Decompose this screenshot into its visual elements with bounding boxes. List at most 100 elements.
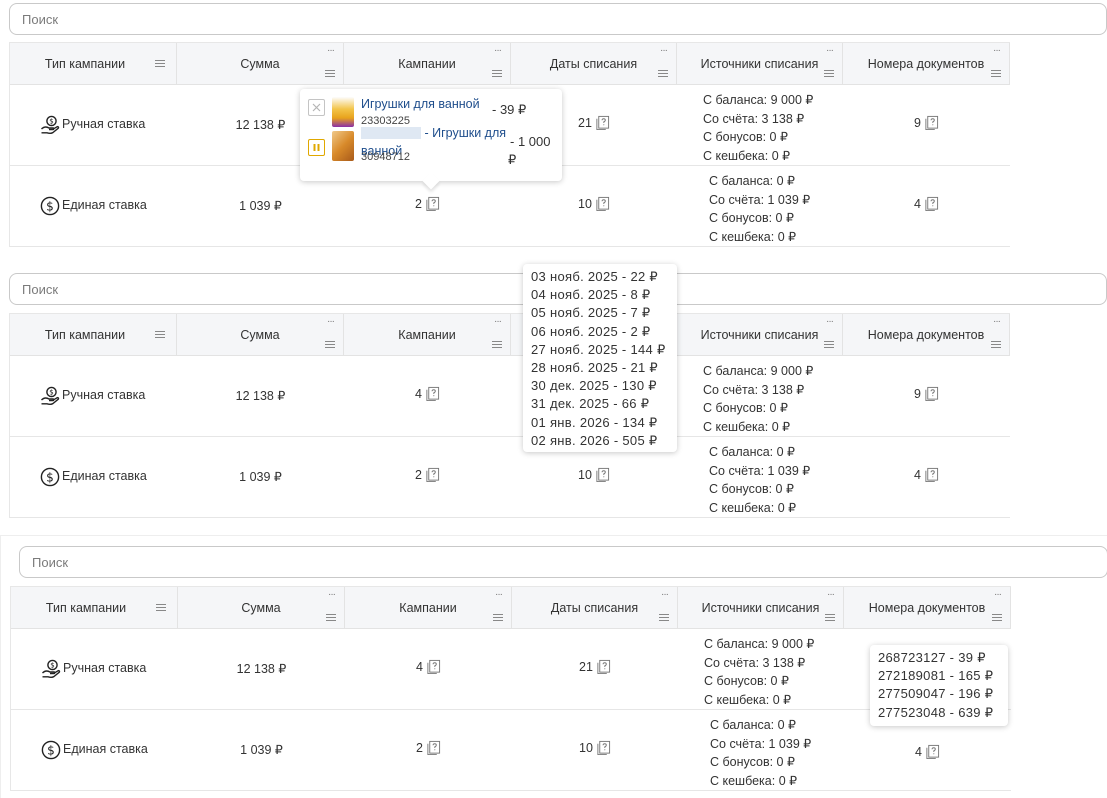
hand-coin-icon [41,659,61,679]
source-line: Со счёта: 3 138 ₽ [703,111,805,126]
source-line: Со счёта: 1 039 ₽ [710,736,812,751]
sum-value: 12 138 ₽ [235,389,286,403]
document-entry: 268723127 - 39 ₽ [878,650,986,665]
column-header-sources[interactable]: Источники списания ··· [678,587,844,629]
details-icon[interactable] [425,467,440,482]
more-icon[interactable]: ··· [328,589,336,600]
column-menu-icon[interactable] [156,604,166,611]
campaign-link[interactable]: - Игрушки для ванной [361,124,511,160]
campaign-type-label: Ручная ставка [63,661,147,675]
dates-count: 10 [579,741,593,755]
details-icon[interactable] [595,196,610,211]
source-line: С бонусов: 0 ₽ [710,755,795,770]
stopped-status-icon[interactable] [308,99,325,116]
more-icon[interactable]: ··· [993,45,1001,56]
column-header-sum[interactable]: Сумма ··· [177,43,344,85]
product-thumbnail [332,131,354,161]
column-menu-icon[interactable] [824,341,834,348]
more-icon[interactable]: ··· [827,589,835,600]
details-icon[interactable] [425,196,440,211]
more-icon[interactable]: ··· [327,316,335,327]
more-icon[interactable]: ··· [661,589,669,600]
column-header-type[interactable]: Тип кампании [11,587,178,629]
dates-count: 21 [578,116,592,130]
column-header-sum[interactable]: Сумма ··· [178,587,345,629]
table-header: Тип кампании Сумма··· Кампании··· Даты с… [10,314,1010,356]
details-icon[interactable] [595,467,610,482]
campaign-id: 30948712 [361,151,410,163]
column-header-dates[interactable]: Даты списания ··· [511,43,677,85]
details-icon[interactable] [426,740,441,755]
column-header-docs[interactable]: Номера документов ··· [843,314,1010,356]
column-menu-icon[interactable] [825,614,835,621]
table-row: Ручная ставка 12 138 ₽ 4 21 С баланса: 9… [11,629,1011,710]
details-icon[interactable] [596,740,611,755]
campaign-table: Тип кампании Сумма··· Кампании··· Даты с… [9,313,1010,518]
column-header-sources[interactable]: Источники списания ··· [677,314,843,356]
column-menu-icon[interactable] [326,614,336,621]
column-header-campaigns[interactable]: Кампании ··· [344,314,511,356]
column-header-docs[interactable]: Номера документов ··· [844,587,1011,629]
column-header-dates[interactable]: Даты списания ··· [512,587,678,629]
date-entry: 27 нояб. 2025 - 144 ₽ [531,341,666,357]
column-header-docs[interactable]: Номера документов ··· [843,43,1010,85]
more-icon[interactable]: ··· [826,45,834,56]
details-icon[interactable] [595,115,610,130]
column-header-campaigns[interactable]: Кампании ··· [344,43,511,85]
column-menu-icon[interactable] [492,70,502,77]
campaign-link[interactable]: Игрушки для ванной [361,97,480,111]
column-menu-icon[interactable] [991,70,1001,77]
report-panel-3: Поиск Тип кампании Сумма ··· Кампании ··· … [0,535,1107,798]
more-icon[interactable]: ··· [993,316,1001,327]
paused-status-icon[interactable] [308,139,325,156]
column-header-sum[interactable]: Сумма ··· [177,314,344,356]
more-icon[interactable]: ··· [327,45,335,56]
details-icon[interactable] [924,386,939,401]
details-icon[interactable] [426,659,441,674]
details-icon[interactable] [596,659,611,674]
column-label: Сумма [240,328,280,342]
more-icon[interactable]: ··· [494,45,502,56]
more-icon[interactable]: ··· [495,589,503,600]
column-header-type[interactable]: Тип кампании [10,314,177,356]
column-menu-icon[interactable] [658,70,668,77]
column-menu-icon[interactable] [155,60,165,67]
details-icon[interactable] [924,467,939,482]
column-menu-icon[interactable] [659,614,669,621]
column-menu-icon[interactable] [325,341,335,348]
column-menu-icon[interactable] [992,614,1002,621]
column-menu-icon[interactable] [155,331,165,338]
column-label: Номера документов [867,328,985,342]
more-icon[interactable]: ··· [660,45,668,56]
report-panel-1: Поиск Тип кампании Сумма ··· Кампании ··· … [9,0,1107,252]
column-menu-icon[interactable] [493,614,503,621]
dates-cell: 10 [511,437,677,518]
report-panel-2: Поиск Тип кампании Сумма ··· Кампании ··· … [9,268,1107,520]
sum-value: 1 039 ₽ [240,743,283,757]
campaign-amount: - 39 ₽ [492,102,527,117]
campaigns-cell: 2 [345,710,512,791]
sum-cell: 1 039 ₽ [177,166,344,247]
details-icon[interactable] [925,744,940,759]
column-header-type[interactable]: Тип кампании [10,43,177,85]
details-icon[interactable] [425,386,440,401]
more-icon[interactable]: ··· [494,316,502,327]
search-input[interactable]: Поиск [9,3,1107,35]
details-icon[interactable] [924,115,939,130]
column-menu-icon[interactable] [492,341,502,348]
campaign-item: Игрушки для ванной 23303225 - 39 ₽ [306,95,558,131]
column-header-campaigns[interactable]: Кампании ··· [345,587,512,629]
more-icon[interactable]: ··· [826,316,834,327]
column-label: Источники списания [700,57,819,71]
campaigns-count: 4 [415,387,422,401]
campaign-type-cell: Ручная ставка [11,629,178,710]
column-header-sources[interactable]: Источники списания ··· [677,43,843,85]
campaign-id: 23303225 [361,115,410,127]
date-entry: 31 дек. 2025 - 66 ₽ [531,396,650,412]
column-menu-icon[interactable] [325,70,335,77]
more-icon[interactable]: ··· [994,589,1002,600]
search-input[interactable]: Поиск [19,546,1107,578]
details-icon[interactable] [924,196,939,211]
column-menu-icon[interactable] [824,70,834,77]
column-menu-icon[interactable] [991,341,1001,348]
